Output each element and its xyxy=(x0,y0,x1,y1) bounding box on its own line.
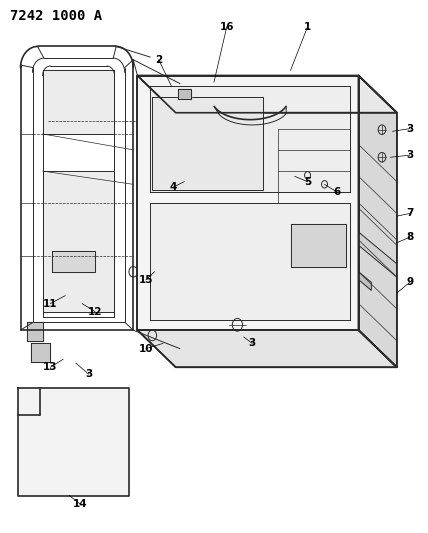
Text: 16: 16 xyxy=(220,22,234,32)
Text: 15: 15 xyxy=(139,274,153,285)
Polygon shape xyxy=(359,76,397,367)
Text: 3: 3 xyxy=(249,338,256,349)
Polygon shape xyxy=(43,171,115,312)
Text: 3: 3 xyxy=(406,150,413,160)
Text: 2: 2 xyxy=(155,55,162,64)
Polygon shape xyxy=(291,224,346,266)
Text: 3: 3 xyxy=(406,124,413,134)
Polygon shape xyxy=(31,343,50,362)
Text: 1: 1 xyxy=(304,22,311,32)
Text: 4: 4 xyxy=(170,182,177,192)
Polygon shape xyxy=(359,232,397,277)
Polygon shape xyxy=(18,389,129,496)
Text: 11: 11 xyxy=(43,298,57,309)
Polygon shape xyxy=(27,322,43,341)
Text: 7: 7 xyxy=(406,208,413,219)
Polygon shape xyxy=(137,76,359,330)
Polygon shape xyxy=(150,203,350,319)
Polygon shape xyxy=(152,97,263,190)
Polygon shape xyxy=(178,89,190,100)
Polygon shape xyxy=(137,76,397,113)
Text: 7242 1000 A: 7242 1000 A xyxy=(10,10,102,23)
Text: 6: 6 xyxy=(334,187,341,197)
Text: 5: 5 xyxy=(304,176,311,187)
Text: 3: 3 xyxy=(85,369,92,379)
Text: 9: 9 xyxy=(406,277,413,287)
Polygon shape xyxy=(150,86,350,192)
Text: 12: 12 xyxy=(88,306,102,317)
Text: 14: 14 xyxy=(73,499,87,509)
Polygon shape xyxy=(43,70,115,134)
Polygon shape xyxy=(137,330,397,367)
Polygon shape xyxy=(359,272,372,290)
Polygon shape xyxy=(52,251,95,272)
Text: 8: 8 xyxy=(406,232,413,243)
Text: 10: 10 xyxy=(139,344,153,354)
Text: 13: 13 xyxy=(43,362,57,372)
